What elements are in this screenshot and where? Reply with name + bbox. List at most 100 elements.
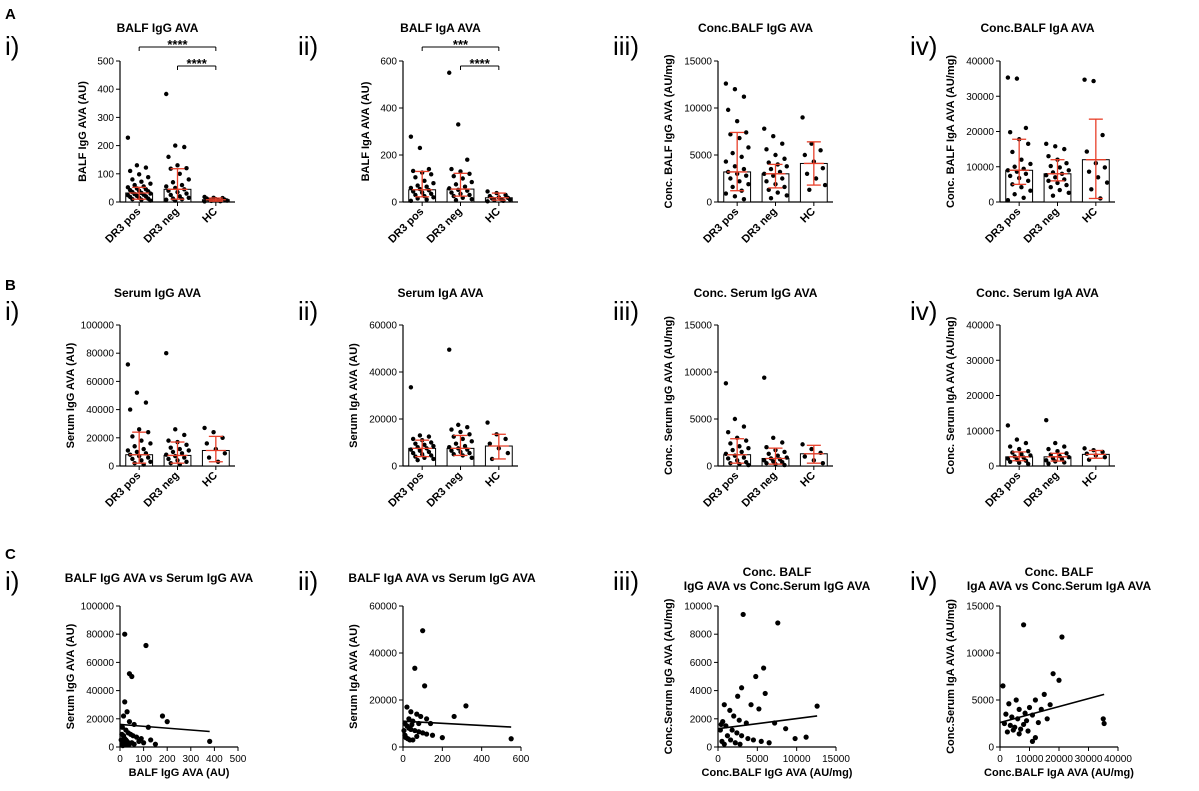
data-point — [807, 187, 812, 192]
data-point — [1044, 141, 1049, 147]
data-point — [1010, 149, 1015, 155]
data-point — [204, 441, 210, 446]
data-point — [1059, 457, 1065, 462]
data-point — [166, 154, 171, 160]
y-tick-label: 0 — [988, 743, 994, 754]
data-point — [725, 429, 731, 435]
data-point — [1012, 164, 1017, 169]
data-point — [1026, 704, 1033, 711]
data-point — [184, 165, 189, 171]
data-point — [420, 730, 426, 736]
data-point — [453, 197, 459, 203]
chart-C-ii: ii) BALF IgA AVA vs Serum IgG AVA 0 20000 40… — [298, 566, 536, 765]
data-point — [143, 642, 149, 649]
data-point — [764, 179, 769, 184]
data-point — [122, 631, 128, 637]
data-point — [431, 443, 436, 449]
data-point — [186, 195, 191, 200]
data-point — [1104, 180, 1110, 185]
data-point — [814, 703, 820, 709]
data-point — [740, 611, 746, 618]
data-point — [1041, 691, 1047, 697]
chart-B-iv: iv) Conc. Serum IgA AVA 0 10000 20000 30000 40… — [910, 286, 1115, 510]
data-point — [173, 143, 178, 148]
y-tick-label: 400 — [97, 85, 114, 96]
data-point — [721, 702, 727, 708]
data-point — [1050, 671, 1056, 677]
data-point — [485, 189, 490, 194]
x-tick-label: 10000 — [1016, 754, 1044, 765]
x-tick-label: 500 — [230, 754, 247, 765]
data-point — [732, 164, 738, 169]
x-tick-label: 400 — [473, 754, 490, 765]
data-point — [1084, 451, 1090, 456]
data-point — [1005, 168, 1011, 173]
data-point — [1000, 683, 1006, 689]
data-point — [1025, 141, 1031, 147]
data-point — [148, 441, 153, 446]
data-point — [1100, 132, 1105, 138]
data-point — [408, 385, 414, 390]
data-point — [766, 187, 771, 192]
data-point — [132, 182, 137, 188]
chart-title: Conc.BALF IgG AVA — [698, 21, 813, 35]
data-point — [1048, 184, 1053, 190]
category-label: HC — [200, 206, 220, 226]
y-tick-label: 0 — [108, 462, 114, 473]
data-point — [1023, 440, 1029, 446]
data-point — [182, 455, 187, 460]
panel-numeral: iii) — [613, 31, 639, 61]
x-tick-label: 40000 — [1104, 754, 1132, 765]
y-axis-label: Serum IgA AVA (AU) — [348, 343, 360, 448]
panel-numeral: iii) — [613, 566, 639, 596]
data-point — [166, 438, 171, 443]
data-point — [467, 171, 472, 176]
data-point — [1066, 190, 1071, 196]
data-point — [136, 172, 142, 177]
data-point — [416, 729, 422, 735]
data-point — [730, 447, 735, 453]
data-point — [127, 168, 133, 174]
data-point — [408, 447, 414, 452]
data-point — [139, 438, 144, 443]
data-point — [818, 148, 823, 153]
chart-B-i: i) Serum IgG AVA 0 20000 40000 60000 80000 1000… — [5, 286, 235, 510]
category-label: DR3 pos — [103, 470, 143, 510]
data-point — [737, 135, 742, 141]
y-tick-label: 0 — [108, 743, 114, 754]
data-point — [764, 445, 769, 450]
category-label: HC — [483, 206, 503, 226]
data-point — [734, 118, 740, 124]
data-point — [412, 665, 418, 671]
data-point — [1102, 454, 1108, 460]
data-point — [1032, 735, 1038, 741]
data-point — [743, 438, 749, 443]
data-point — [148, 191, 153, 196]
data-point — [1057, 187, 1062, 193]
y-tick-label: 10000 — [684, 602, 712, 613]
data-point — [1025, 178, 1031, 184]
data-point — [1010, 450, 1015, 455]
chart-A-iii: iii) Conc.BALF IgG AVA 0 5000 10000 15000 Conc… — [613, 21, 833, 246]
data-point — [447, 347, 452, 352]
data-point — [211, 429, 216, 435]
data-point — [762, 171, 767, 176]
data-point — [420, 628, 426, 634]
data-point — [820, 165, 826, 171]
data-point — [737, 444, 742, 449]
data-point — [1007, 173, 1013, 179]
category-label: DR3 neg — [740, 206, 780, 246]
data-point — [1091, 78, 1096, 84]
data-point — [119, 724, 125, 730]
data-point — [766, 740, 772, 746]
data-point — [145, 174, 151, 180]
data-point — [136, 427, 142, 432]
y-tick-label: 100000 — [81, 321, 115, 332]
y-tick-label: 80000 — [86, 349, 114, 360]
data-point — [1005, 423, 1011, 428]
chart-A-iv: iv) Conc.BALF IgA AVA 0 10000 20000 30000 4000… — [910, 21, 1115, 246]
data-point — [771, 435, 776, 440]
data-point — [735, 693, 741, 699]
data-point — [1046, 178, 1051, 184]
